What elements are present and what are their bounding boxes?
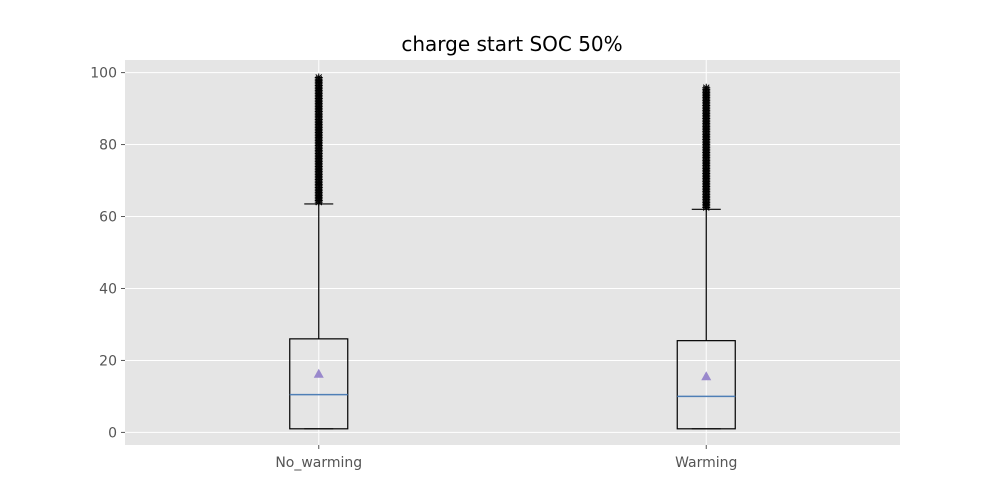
y-axis: 0 20 40 60 80 100 bbox=[90, 66, 125, 441]
box-series bbox=[289, 73, 736, 430]
outliers bbox=[314, 73, 323, 207]
x-axis: No_warming Warming bbox=[275, 445, 737, 471]
iqr-box bbox=[676, 340, 736, 430]
chart-title: charge start SOC 50% bbox=[401, 32, 622, 56]
x-tick-label: Warming bbox=[675, 455, 737, 471]
y-tick-label: 20 bbox=[99, 353, 117, 369]
plot-area bbox=[125, 60, 900, 445]
y-tick-label: 40 bbox=[99, 281, 117, 297]
x-tick-label: No_warming bbox=[275, 455, 362, 471]
iqr-box bbox=[289, 338, 349, 430]
y-tick-label: 100 bbox=[90, 66, 117, 82]
mean-marker bbox=[313, 368, 324, 378]
y-tick-label: 0 bbox=[108, 425, 117, 441]
outlier-point bbox=[702, 83, 711, 92]
mean-marker bbox=[701, 371, 712, 381]
y-tick-label: 80 bbox=[99, 138, 117, 154]
outlier-point bbox=[314, 73, 323, 82]
y-tick-label: 60 bbox=[99, 210, 117, 226]
outliers bbox=[702, 83, 711, 212]
box-warming bbox=[676, 83, 736, 430]
box-no-warming bbox=[289, 73, 349, 430]
grid bbox=[125, 60, 900, 445]
